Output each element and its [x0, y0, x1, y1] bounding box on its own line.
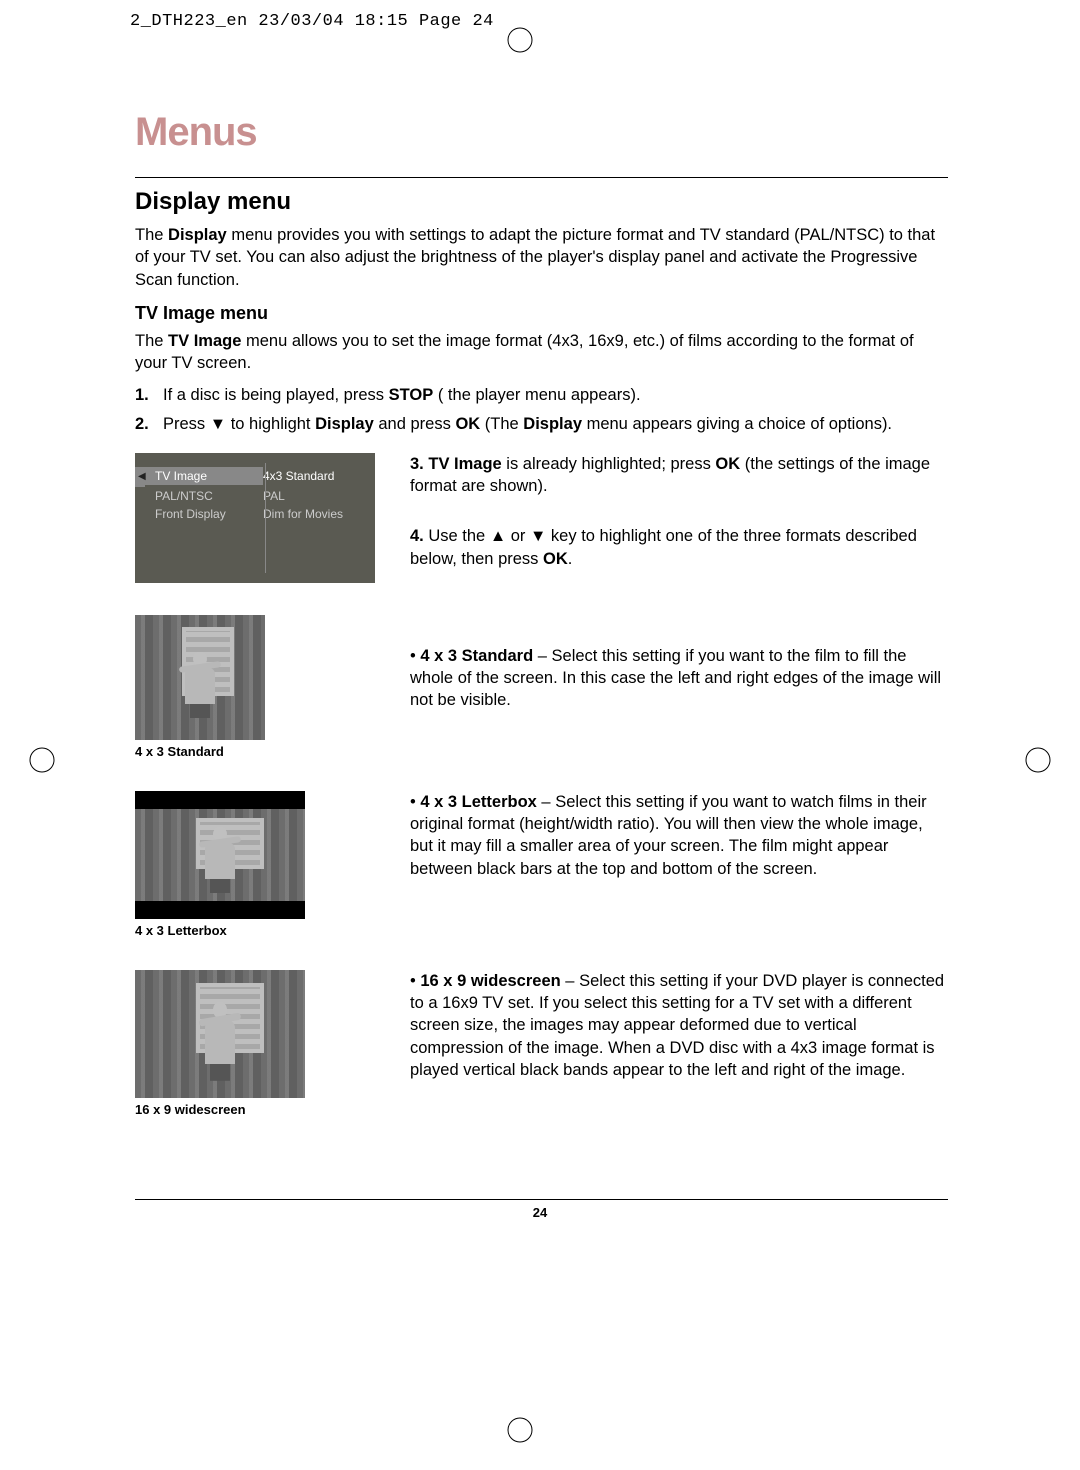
format-letterbox-caption: 4 x 3 Letterbox	[135, 923, 395, 938]
up-arrow-icon: ▲	[490, 527, 506, 545]
menu-row: PAL/NTSCPAL	[143, 489, 367, 503]
step-1: 1. If a disc is being played, press STOP…	[135, 384, 948, 406]
down-arrow-icon: ▼	[530, 527, 546, 545]
down-arrow-icon: ▼	[210, 415, 226, 433]
horizontal-rule	[135, 177, 948, 178]
menu-row: TV Image4x3 Standard	[143, 467, 367, 485]
tv-image-title: TV Image menu	[135, 303, 948, 324]
step-4: 4. Use the ▲ or ▼ key to highlight one o…	[410, 525, 948, 570]
format-letterbox-text: • 4 x 3 Letterbox – Select this setting …	[395, 791, 948, 880]
menu-screenshot-row: ◀ TV Image4x3 StandardPAL/NTSCPALFront D…	[135, 453, 948, 583]
format-widescreen-text: • 16 x 9 widescreen – Select this settin…	[395, 970, 948, 1081]
section-intro: The Display menu provides you with setti…	[135, 224, 948, 291]
format-standard-row: 4 x 3 Standard • 4 x 3 Standard – Select…	[135, 615, 948, 759]
format-standard-caption: 4 x 3 Standard	[135, 744, 395, 759]
format-widescreen-caption: 16 x 9 widescreen	[135, 1102, 395, 1117]
format-standard-image	[135, 615, 265, 740]
page-number: 24	[533, 1205, 547, 1220]
format-widescreen-image	[135, 970, 305, 1098]
print-header: 2_DTH223_en 23/03/04 18:15 Page 24	[130, 12, 494, 31]
format-letterbox-image	[135, 791, 305, 919]
chapter-title: Menus	[135, 110, 948, 155]
step-3: 3. TV Image is already highlighted; pres…	[410, 453, 948, 498]
step-2: 2. Press ▼ to highlight Display and pres…	[135, 413, 948, 435]
menu-row: Front DisplayDim for Movies	[143, 507, 367, 521]
format-standard-text: • 4 x 3 Standard – Select this setting i…	[395, 615, 948, 712]
format-letterbox-row: 4 x 3 Letterbox • 4 x 3 Letterbox – Sele…	[135, 791, 948, 938]
menu-screenshot: ◀ TV Image4x3 StandardPAL/NTSCPALFront D…	[135, 453, 375, 583]
footer-rule	[135, 1199, 948, 1200]
format-widescreen-row: 16 x 9 widescreen • 16 x 9 widescreen – …	[135, 970, 948, 1117]
section-title: Display menu	[135, 188, 948, 216]
page-content: Menus Display menu The Display menu prov…	[135, 110, 948, 1117]
tv-image-intro: The TV Image menu allows you to set the …	[135, 330, 948, 375]
